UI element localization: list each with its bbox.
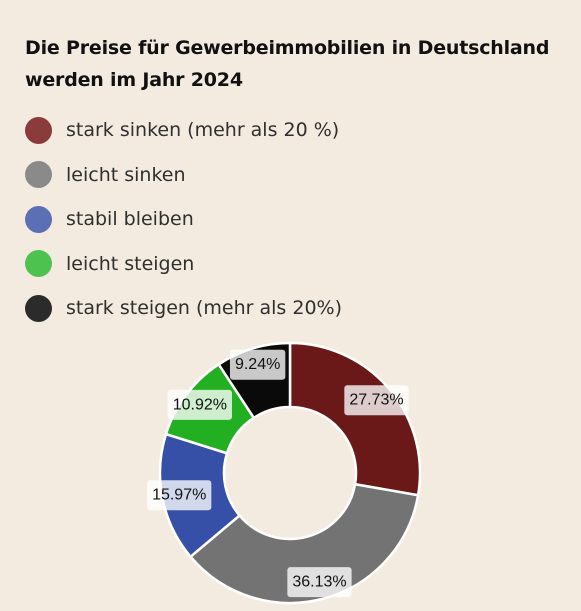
legend-label: leicht sinken [66, 163, 186, 186]
legend-item[interactable]: leicht steigen [25, 242, 565, 287]
legend-swatch-icon [25, 294, 52, 322]
data-label: 10.92% [167, 389, 232, 420]
data-label: 9.24% [229, 349, 286, 380]
data-label-background [147, 480, 212, 511]
legend: stark sinken (mehr als 20 %) leicht sink… [25, 108, 565, 331]
legend-label: leicht steigen [66, 252, 195, 275]
donut-slice[interactable] [189, 483, 420, 605]
data-label-text: 15.97% [152, 487, 206, 504]
legend-item[interactable]: stark sinken (mehr als 20 %) [25, 108, 565, 153]
legend-label: stabil bleiben [66, 208, 194, 231]
legend-label: stark sinken (mehr als 20 %) [66, 119, 340, 142]
data-label-background [229, 349, 286, 380]
donut-data-labels: 27.73% 36.13% 15.97% 10.92% 9.24% [147, 349, 409, 598]
data-label-background [287, 567, 352, 598]
donut-slice[interactable] [288, 341, 422, 497]
data-label: 36.13% [287, 567, 352, 598]
data-label: 27.73% [344, 385, 409, 416]
chart-title: Die Preise für Gewerbeimmobilien in Deut… [25, 37, 550, 91]
data-label-text: 36.13% [292, 574, 346, 591]
legend-swatch-icon [25, 116, 52, 144]
data-label-text: 9.24% [235, 356, 280, 373]
data-label-text: 27.73% [349, 392, 403, 409]
legend-swatch-icon [25, 161, 52, 189]
donut-slices [158, 341, 422, 605]
legend-swatch-icon [25, 205, 52, 233]
data-label-background [167, 389, 232, 420]
legend-label: stark steigen (mehr als 20%) [66, 297, 343, 320]
legend-item[interactable]: stark steigen (mehr als 20%) [25, 286, 565, 331]
legend-item[interactable]: stabil bleiben [25, 197, 565, 242]
data-label-text: 10.92% [173, 396, 227, 413]
data-label-background [344, 385, 409, 416]
legend-item[interactable]: leicht sinken [25, 153, 565, 198]
data-label: 15.97% [147, 480, 212, 511]
legend-swatch-icon [25, 250, 52, 278]
